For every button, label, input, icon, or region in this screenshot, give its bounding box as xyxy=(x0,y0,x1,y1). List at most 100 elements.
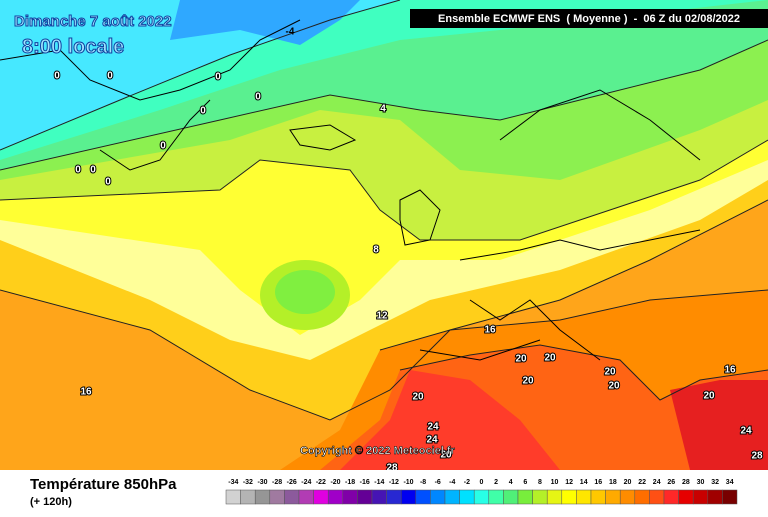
contour-label: 20 xyxy=(515,354,527,365)
scale-label: 2 xyxy=(494,479,498,486)
scale-swatch xyxy=(678,489,694,505)
scale-label: -16 xyxy=(360,479,370,486)
scale-label: 8 xyxy=(538,479,542,486)
contour-label: 24 xyxy=(427,422,439,433)
model-label: Ensemble ECMWF ENS ( Moyenne ) - 06 Z du… xyxy=(438,13,740,25)
scale-label: 10 xyxy=(551,479,559,486)
copyright: Copyright © 2022 Meteociel.fr xyxy=(300,445,456,457)
contour-label: 24 xyxy=(426,435,438,446)
scale-swatch xyxy=(634,489,650,505)
scale-swatch xyxy=(692,489,709,505)
temperature-field xyxy=(0,0,768,470)
scale-label: -30 xyxy=(257,479,267,486)
scale-swatch xyxy=(371,489,387,505)
scale-swatch xyxy=(342,489,358,505)
contour-label: 0 xyxy=(75,165,81,176)
scale-swatch xyxy=(576,489,592,505)
scale-label: -14 xyxy=(374,479,384,486)
scale-label: 16 xyxy=(594,479,602,486)
contour-label: 20 xyxy=(544,353,556,364)
scale-label: 34 xyxy=(726,479,734,486)
scale-swatch xyxy=(663,489,679,505)
scale-swatch xyxy=(503,489,519,505)
scale-label: 30 xyxy=(697,479,705,486)
contour-label: 0 xyxy=(200,106,206,117)
scale-swatch xyxy=(269,489,285,505)
scale-label: 22 xyxy=(638,479,646,486)
scale-swatch xyxy=(605,489,621,505)
contour-label: 12 xyxy=(376,311,388,322)
contour-label: 20 xyxy=(522,376,534,387)
scale-label: -18 xyxy=(345,479,355,486)
contour-label: 20 xyxy=(703,391,715,402)
contour-label: 0 xyxy=(90,165,96,176)
scale-label: 26 xyxy=(667,479,675,486)
scale-swatch xyxy=(298,489,314,505)
scale-label: 18 xyxy=(609,479,617,486)
contour-label: 16 xyxy=(80,387,92,398)
scale-label: -20 xyxy=(330,479,340,486)
scale-label: -32 xyxy=(243,479,253,486)
scale-swatch xyxy=(430,489,446,505)
scale-swatch xyxy=(590,489,606,505)
scale-swatch xyxy=(722,489,738,505)
contour-labels: -4 0 0 0 0 0 0 0 0 0 4 8 12 16 16 20 20 … xyxy=(53,27,764,475)
scale-swatch xyxy=(561,489,577,505)
scale-swatch xyxy=(327,489,344,505)
contour-label: 0 xyxy=(160,141,166,152)
scale-label: -10 xyxy=(403,479,413,486)
scale-label: 6 xyxy=(523,479,527,486)
scale-swatch xyxy=(546,489,563,505)
color-scale: -34 -32 -30 -28 -26 -24 -22 -20 -18 -16 -14 -12 -10-… xyxy=(225,479,738,505)
contour-label: -4 xyxy=(286,27,295,38)
scale-swatch xyxy=(400,489,417,505)
scale-swatch xyxy=(532,489,548,505)
scale-label: 0 xyxy=(480,479,484,486)
scale-label: -4 xyxy=(449,479,455,486)
contour-label: 16 xyxy=(724,365,736,376)
scale-swatch xyxy=(313,489,329,505)
scale-swatch xyxy=(254,489,271,505)
scale-label: 4 xyxy=(509,479,513,486)
scale-swatch xyxy=(517,489,533,505)
contour-label: 16 xyxy=(484,325,496,336)
legend-subtitle: (+ 120h) xyxy=(30,496,72,508)
scale-swatch xyxy=(619,489,636,505)
scale-swatch xyxy=(488,489,504,505)
scale-label: -12 xyxy=(389,479,399,486)
scale-swatch xyxy=(707,489,723,505)
scale-swatch xyxy=(357,489,373,505)
contour-label: 0 xyxy=(105,177,111,188)
scale-label: -26 xyxy=(287,479,297,486)
contour-label: 20 xyxy=(440,450,452,461)
scale-label: -28 xyxy=(272,479,282,486)
contour-label: 0 xyxy=(255,92,261,103)
scale-swatch xyxy=(444,489,460,505)
contour-label: 28 xyxy=(751,451,763,462)
contour-label: 20 xyxy=(412,392,424,403)
contour-label: 20 xyxy=(604,367,616,378)
scale-label: -22 xyxy=(316,479,326,486)
scale-swatch xyxy=(473,489,490,505)
scale-label: -2 xyxy=(464,479,470,486)
contour-label: 0 xyxy=(107,71,113,82)
model-box xyxy=(410,9,768,28)
time-label: 8:00 locale xyxy=(22,36,124,58)
contour-label: 4 xyxy=(380,104,386,115)
contour-label: 8 xyxy=(373,245,379,256)
contour-label: 0 xyxy=(54,71,60,82)
scale-swatch xyxy=(284,489,300,505)
contour-label: 24 xyxy=(740,426,752,437)
legend-title: Température 850hPa xyxy=(30,476,177,493)
contour-label: 20 xyxy=(608,381,620,392)
scale-label: 32 xyxy=(711,479,719,486)
contour-label: 0 xyxy=(215,72,221,83)
scale-label: 14 xyxy=(580,479,588,486)
scale-label: 12 xyxy=(565,479,573,486)
scale-label: -6 xyxy=(435,479,441,486)
scale-swatch xyxy=(240,489,256,505)
scale-swatch xyxy=(649,489,665,505)
scale-label: 24 xyxy=(653,479,661,486)
scale-swatch xyxy=(459,489,475,505)
